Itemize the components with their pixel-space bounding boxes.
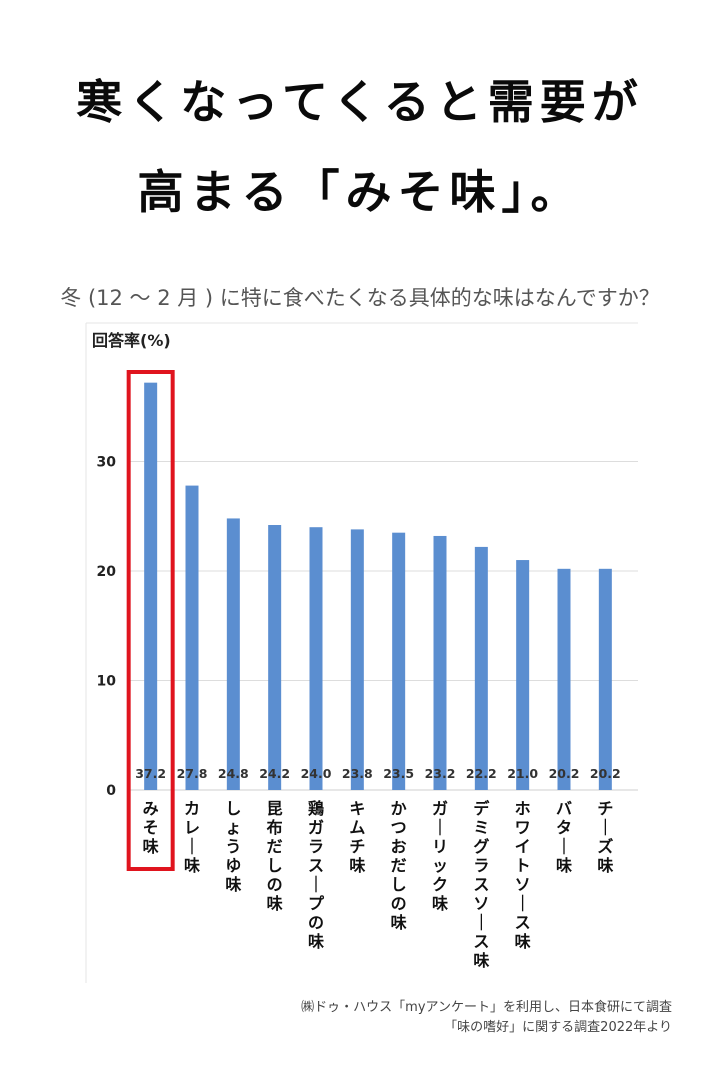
y-tick-label: 20 [97,564,117,580]
y-axis-label: 回答率(%) [92,331,171,350]
data-label: 21.0 [507,766,538,781]
survey-question: 冬 (12 〜 2 月 ) に特に食べたくなる具体的な味はなんですか？ [60,286,660,310]
bar [268,525,282,790]
source-note-line-2: 「味の嗜好」に関する調査2022年より [444,1020,672,1035]
category-label: デミグラスソ｜ス味 [473,799,490,970]
y-tick-label: 0 [106,783,116,799]
bar [516,560,530,790]
headline-line-2: 高まる「みそ味」。 [137,165,583,219]
category-label: ガ｜リック味 [432,799,448,913]
category-label: バタ｜味 [556,799,572,875]
bar-chart: 回答率(%) 0 10 20 30 37.2 みそ味 27.8 カレ｜味 24.8 しょうゆ味 24.… [85,322,638,983]
data-label: 20.2 [590,766,621,781]
bar [392,532,406,790]
data-label: 20.2 [549,766,580,781]
data-label: 23.8 [342,766,373,781]
data-label: 24.8 [218,766,249,781]
data-label: 23.2 [425,766,456,781]
category-label: 鶏ガラス｜プの味 [308,799,325,951]
y-tick-label: 10 [97,674,117,690]
bar [433,535,447,790]
category-label: みそ味 [143,799,159,856]
category-label: カレ｜味 [184,799,200,875]
data-label: 24.2 [259,766,290,781]
bar [144,382,158,790]
highlight-box [126,370,175,871]
bar [185,485,199,790]
data-label: 37.2 [135,766,166,781]
bar [350,529,364,790]
headline-line-1: 寒くなってくると需要が [76,75,644,129]
source-note-line-1: ㈱ドゥ・ハウス「myアンケート」を利用し、日本食研にて調査 [301,1000,672,1015]
bar [474,546,488,790]
bar [226,518,240,790]
category-label: キムチ味 [349,799,365,875]
category-label: ホワイトソ｜ス味 [515,799,531,951]
category-label: かつおだしの味 [391,799,407,932]
category-label: しょうゆ味 [225,799,241,894]
bar [557,568,571,790]
category-label: 昆布だしの味 [267,799,283,913]
category-label: チ｜ズ味 [597,799,613,875]
data-label: 22.2 [466,766,497,781]
data-label: 23.5 [383,766,414,781]
bar [598,568,612,790]
bar [309,527,323,790]
y-tick-label: 30 [97,455,117,471]
data-label: 24.0 [301,766,332,781]
data-label: 27.8 [177,766,208,781]
